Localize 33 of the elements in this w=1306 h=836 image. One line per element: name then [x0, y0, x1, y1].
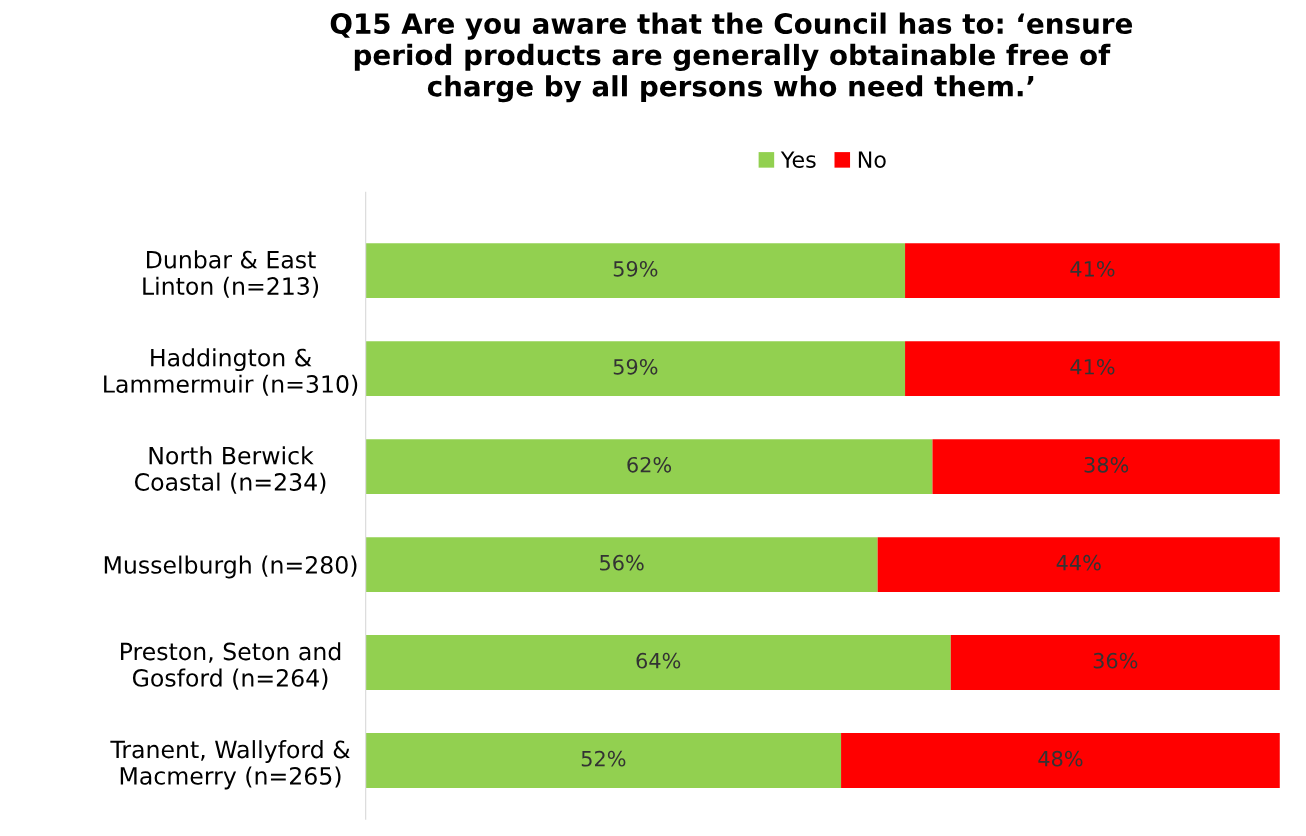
bar: [932, 439, 1280, 495]
bar: [365, 439, 933, 495]
data-label: 59%: [613, 358, 658, 375]
data-label: 62%: [627, 456, 672, 473]
legend-label: Yes: [780, 151, 816, 168]
data-label: 41%: [1070, 358, 1115, 375]
bar: [365, 243, 906, 299]
bar: [365, 733, 842, 788]
y-tick-label: Haddington & Lammermuir (n=310): [104, 348, 358, 396]
bar: [365, 635, 951, 690]
data-label: 36%: [1093, 652, 1138, 669]
y-tick-label: North Berwick Coastal (n=234): [134, 446, 326, 494]
y-tick-label: Tranent, Wallyford & Macmerry (n=265): [110, 740, 350, 790]
data-label: 52%: [581, 750, 626, 767]
bar: [365, 341, 906, 397]
bar: [905, 341, 1280, 397]
bar: [950, 635, 1280, 690]
data-label: 64%: [636, 652, 681, 669]
chart-title: Q15 Are you aware that the Council has to: ‘ensure period products are generally obtainable free of charge by all persons who need them.’: [330, 12, 1133, 103]
data-label: 48%: [1038, 750, 1083, 767]
data-label: 56%: [600, 554, 644, 571]
y-tick-label: Musselburgh (n=280): [104, 555, 357, 579]
bar: [365, 537, 878, 592]
y-tick-label: Preston, Seton and Gosford (n=264): [121, 642, 341, 690]
y-tick-label: Dunbar & East Linton (n=213): [143, 250, 319, 298]
legend-label: No: [858, 151, 886, 168]
bar: [877, 537, 1280, 592]
bar: [905, 243, 1280, 299]
bar: [841, 733, 1280, 788]
data-label: 38%: [1084, 456, 1129, 473]
data-label: 41%: [1070, 260, 1115, 277]
data-label: 44%: [1056, 554, 1101, 571]
data-label: 59%: [613, 260, 658, 277]
